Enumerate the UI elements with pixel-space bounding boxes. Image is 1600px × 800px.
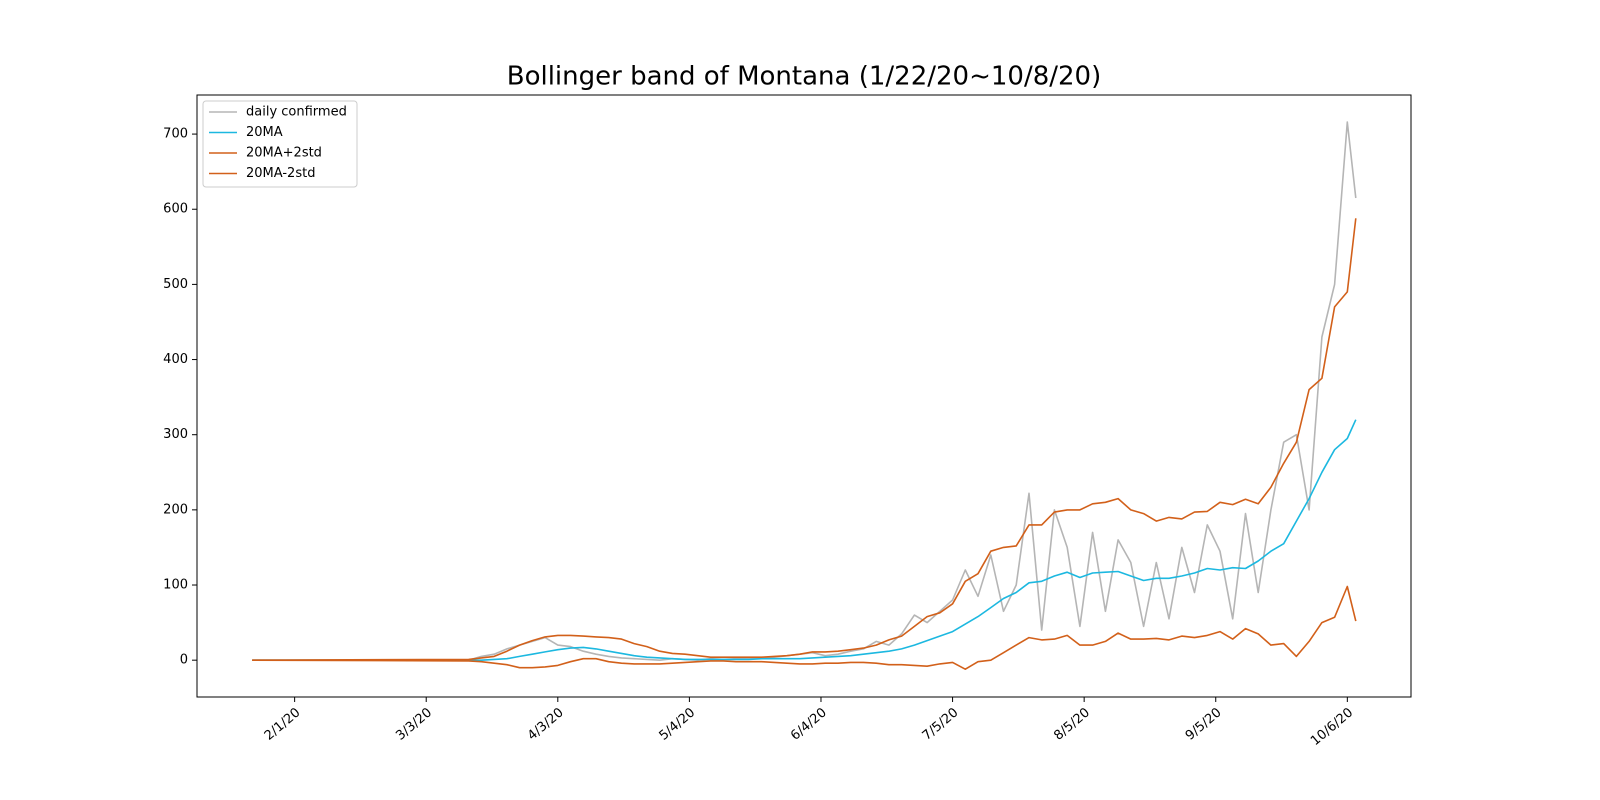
- x-tick-label: 4/3/20: [525, 705, 567, 743]
- x-tick-label: 8/5/20: [1051, 705, 1093, 743]
- x-tick-label: 7/5/20: [920, 705, 962, 743]
- x-tick-label: 2/1/20: [262, 705, 304, 743]
- x-tick-label: 10/6/20: [1308, 705, 1356, 749]
- y-tick-label: 100: [163, 578, 188, 593]
- series-line: [252, 218, 1357, 661]
- chart-title: Bollinger band of Montana (1/22/20~10/8/…: [507, 62, 1102, 92]
- legend-label: 20MA: [246, 125, 283, 140]
- y-tick-label: 700: [163, 127, 188, 142]
- y-tick-label: 600: [163, 202, 188, 217]
- x-tick-label: 3/3/20: [393, 705, 435, 743]
- legend-label: daily confirmed: [246, 105, 347, 120]
- y-tick-label: 300: [163, 427, 188, 442]
- x-tick-label: 5/4/20: [657, 705, 699, 743]
- legend-label: 20MA-2std: [246, 166, 315, 181]
- plot-frame: [196, 94, 1412, 698]
- x-tick-label: 6/4/20: [788, 705, 830, 743]
- series-line: [252, 585, 1357, 670]
- y-tick-label: 400: [163, 352, 188, 367]
- series-line: [252, 121, 1357, 661]
- y-tick-label: 500: [163, 277, 188, 292]
- legend-label: 20MA+2std: [246, 146, 322, 161]
- legend-box: [202, 100, 358, 188]
- y-tick-label: 200: [163, 502, 188, 517]
- x-tick-label: 9/5/20: [1183, 705, 1225, 743]
- y-tick-label: 0: [180, 653, 188, 668]
- series-line: [252, 419, 1357, 661]
